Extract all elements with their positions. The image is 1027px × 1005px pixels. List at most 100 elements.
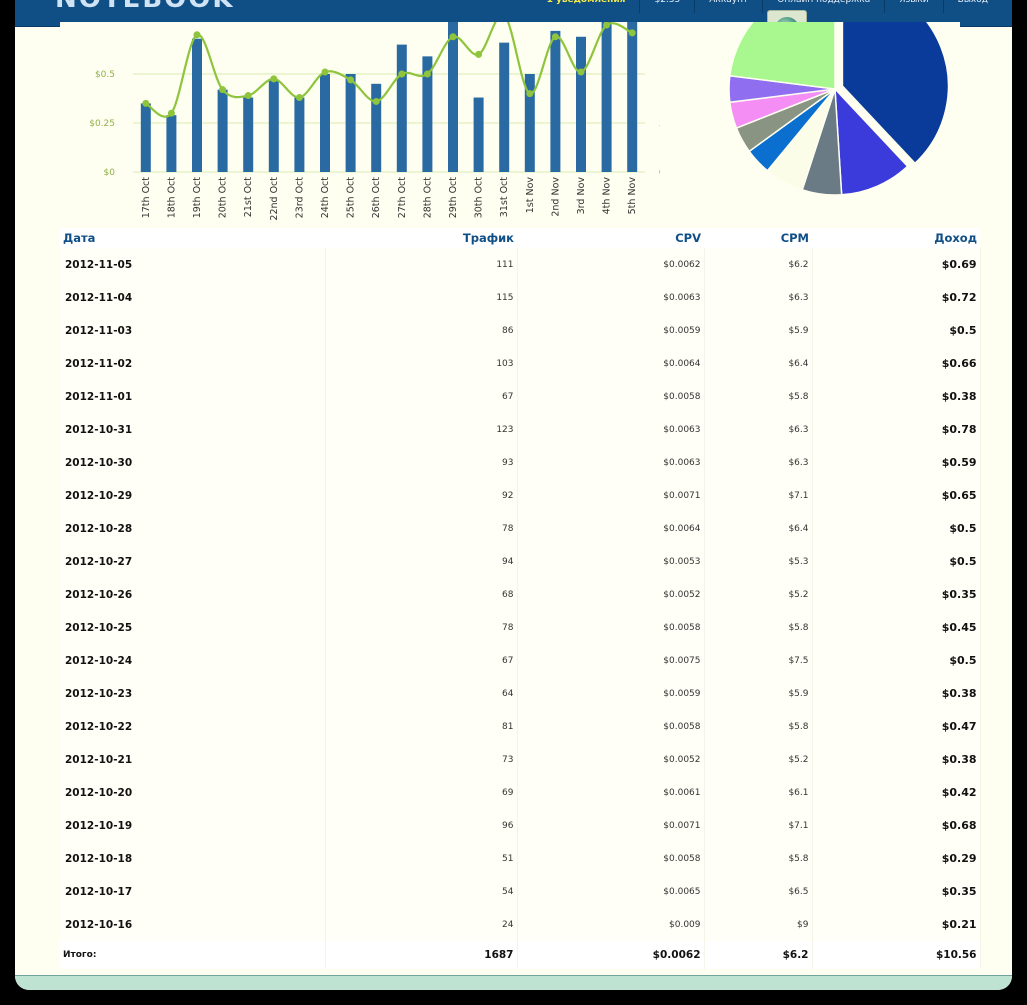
traffic-share-pie-chart (728, 22, 950, 196)
nav-item-link[interactable]: Языки (884, 0, 942, 13)
line-point-3[interactable] (219, 86, 227, 94)
column-header-date[interactable]: Дата (60, 228, 325, 248)
bar-2[interactable] (192, 38, 202, 172)
nav-item-balance[interactable]: $2.35 (639, 0, 694, 13)
bar-15[interactable] (524, 74, 535, 172)
bar-3[interactable] (217, 89, 228, 172)
line-point-11[interactable] (423, 70, 431, 78)
cell-date: 2012-10-31 (60, 413, 326, 446)
cell-income: $0.35 (812, 875, 981, 908)
line-point-19[interactable] (628, 29, 636, 37)
line-point-10[interactable] (398, 70, 406, 78)
column-header-income[interactable]: Доход (812, 228, 980, 248)
cell-date: 2012-10-23 (60, 677, 326, 710)
cell-cpv: $0.0062 (517, 248, 705, 281)
line-point-0[interactable] (142, 99, 150, 107)
table-row: 2012-11-03 86 $0.0059 $5.9 $0.5 (60, 314, 981, 347)
line-point-17[interactable] (577, 68, 585, 76)
table-row: 2012-10-25 78 $0.0058 $5.8 $0.45 (60, 611, 981, 644)
x-tick-label: 23rd Oct (294, 177, 305, 219)
line-point-13[interactable] (475, 50, 483, 58)
line-point-7[interactable] (321, 68, 329, 76)
total-cpv: $0.0062 (517, 941, 705, 969)
cell-traffic: 94 (325, 545, 518, 578)
bar-17[interactable] (576, 36, 586, 172)
line-point-4[interactable] (244, 92, 252, 100)
line-point-16[interactable] (551, 33, 559, 41)
bar-10[interactable] (396, 44, 407, 172)
line-point-2[interactable] (193, 31, 201, 39)
account-nav: 1 уведомления $2.35 Аккаунт Онлайн поддержк… (533, 0, 1002, 26)
cell-income: $0.5 (812, 314, 981, 347)
bar-6[interactable] (294, 97, 305, 172)
cell-income: $0.29 (812, 842, 981, 875)
nav-item-link[interactable]: Выход (942, 0, 1002, 13)
bar-8[interactable] (345, 74, 356, 172)
pie-slice-1[interactable] (834, 86, 909, 196)
cell-cpv: $0.0071 (517, 809, 705, 842)
line-point-15[interactable] (526, 90, 534, 98)
line-point-8[interactable] (347, 76, 355, 84)
cell-date: 2012-10-26 (60, 578, 326, 611)
bar-18[interactable] (601, 22, 612, 172)
nav-item-link[interactable]: Онлайн поддержка (762, 0, 884, 13)
column-header-cpv[interactable]: CPV (517, 228, 704, 248)
y-right-tick-label: 0 (659, 168, 660, 178)
cell-traffic: 103 (325, 347, 518, 380)
cell-traffic: 93 (325, 446, 518, 479)
x-tick-label: 21st Oct (243, 177, 254, 217)
line-point-6[interactable] (295, 94, 303, 102)
pie-slice-0[interactable] (841, 22, 950, 165)
pie-slice-8[interactable] (728, 22, 836, 90)
bar-14[interactable] (499, 42, 510, 172)
nav-item-link[interactable]: Аккаунт (694, 0, 762, 13)
column-header-traffic[interactable]: Трафик (325, 228, 517, 248)
column-header-cpm[interactable]: CPM (704, 228, 812, 248)
bar-5[interactable] (268, 79, 279, 172)
cell-income: $0.72 (812, 281, 981, 314)
table-row: 2012-10-19 96 $0.0071 $7.1 $0.68 (60, 809, 981, 842)
bar-12[interactable] (448, 22, 458, 173)
line-point-1[interactable] (167, 109, 175, 117)
cell-traffic: 81 (325, 710, 518, 743)
bar-19[interactable] (627, 22, 638, 172)
bar-16[interactable] (550, 30, 561, 172)
bar-13[interactable] (473, 97, 484, 172)
cell-cpv: $0.0063 (517, 281, 705, 314)
cell-date: 2012-11-05 (60, 248, 326, 281)
cell-income: $0.68 (812, 809, 981, 842)
table-row: 2012-10-24 67 $0.0075 $7.5 $0.5 (60, 644, 981, 677)
cell-date: 2012-10-30 (60, 446, 326, 479)
cell-traffic: 51 (325, 842, 518, 875)
line-point-12[interactable] (449, 33, 457, 41)
bar-1[interactable] (166, 115, 177, 172)
cell-income: $0.35 (812, 578, 981, 611)
line-point-5[interactable] (270, 75, 278, 83)
cell-date: 2012-10-29 (60, 479, 326, 512)
cell-income: $0.66 (812, 347, 981, 380)
line-point-18[interactable] (603, 22, 611, 29)
bar-7[interactable] (320, 74, 330, 172)
cell-traffic: 78 (325, 512, 518, 545)
total-income: $10.56 (812, 941, 981, 969)
cell-income: $0.69 (812, 248, 981, 281)
x-tick-label: 25th Oct (346, 177, 357, 219)
cell-cpv: $0.0053 (517, 545, 705, 578)
cell-cpm: $6.1 (704, 776, 813, 809)
cell-cpm: $7.1 (704, 809, 813, 842)
nav-item-notify[interactable]: 1 уведомления (546, 0, 626, 5)
table-row: 2012-10-21 73 $0.0052 $5.2 $0.38 (60, 743, 981, 776)
cell-date: 2012-10-17 (60, 875, 326, 908)
bar-9[interactable] (371, 83, 382, 172)
cell-traffic: 123 (325, 413, 518, 446)
x-tick-label: 22nd Oct (269, 177, 280, 221)
bar-4[interactable] (243, 97, 254, 172)
table-row: 2012-10-23 64 $0.0059 $5.9 $0.38 (60, 677, 981, 710)
cell-cpv: $0.0061 (517, 776, 705, 809)
bar-11[interactable] (422, 56, 433, 172)
table-row: 2012-10-28 78 $0.0064 $6.4 $0.5 (60, 512, 981, 545)
bar-0[interactable] (140, 103, 151, 172)
line-point-9[interactable] (372, 97, 380, 105)
site-logo[interactable]: NOTEBOOK (55, 0, 275, 14)
x-tick-label: 4th Nov (602, 177, 613, 215)
